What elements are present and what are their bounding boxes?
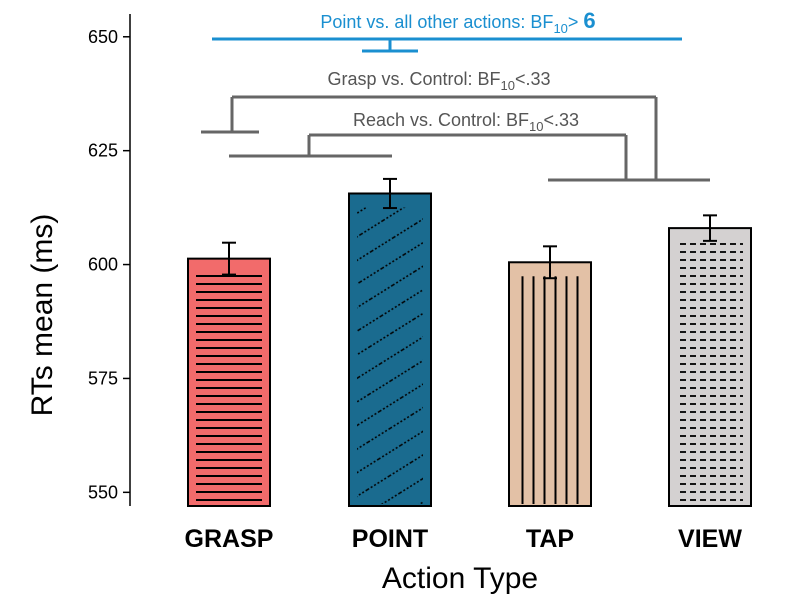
bar-hatch	[196, 272, 262, 504]
grasp-vs-control-label: Grasp vs. Control: BF10<.33	[327, 69, 550, 93]
y-axis-title: RTs mean (ms)	[26, 214, 59, 417]
bar-hatch	[357, 207, 423, 504]
y-tick-label: 600	[88, 255, 118, 275]
x-axis-title: Action Type	[382, 562, 538, 595]
plot-area: 550 575 600 625 650 GRASP POINT TAP VIEW	[88, 14, 752, 553]
x-tick-label: GRASP	[185, 525, 274, 553]
x-tick-label: TAP	[526, 525, 574, 553]
point-vs-all-label: Point vs. all other actions: BF10> 6	[320, 8, 595, 36]
y-tick-label: 550	[88, 482, 118, 502]
x-tick-label: POINT	[352, 525, 428, 553]
x-tick-label: VIEW	[678, 525, 742, 553]
y-tick-label: 575	[88, 368, 118, 388]
bayes-factor-annotations: Point vs. all other actions: BF10> 6 Gras…	[201, 8, 710, 182]
bar-hatch	[517, 276, 583, 504]
y-tick-label: 650	[88, 27, 118, 47]
reach-vs-control-label: Reach vs. Control: BF10<.33	[353, 110, 579, 134]
y-tick-label: 625	[88, 141, 118, 161]
bar-hatch	[677, 242, 743, 504]
bar-tap	[508, 245, 592, 507]
bar-grasp	[187, 241, 271, 507]
bar-view	[668, 214, 752, 507]
bar-point	[348, 177, 432, 507]
